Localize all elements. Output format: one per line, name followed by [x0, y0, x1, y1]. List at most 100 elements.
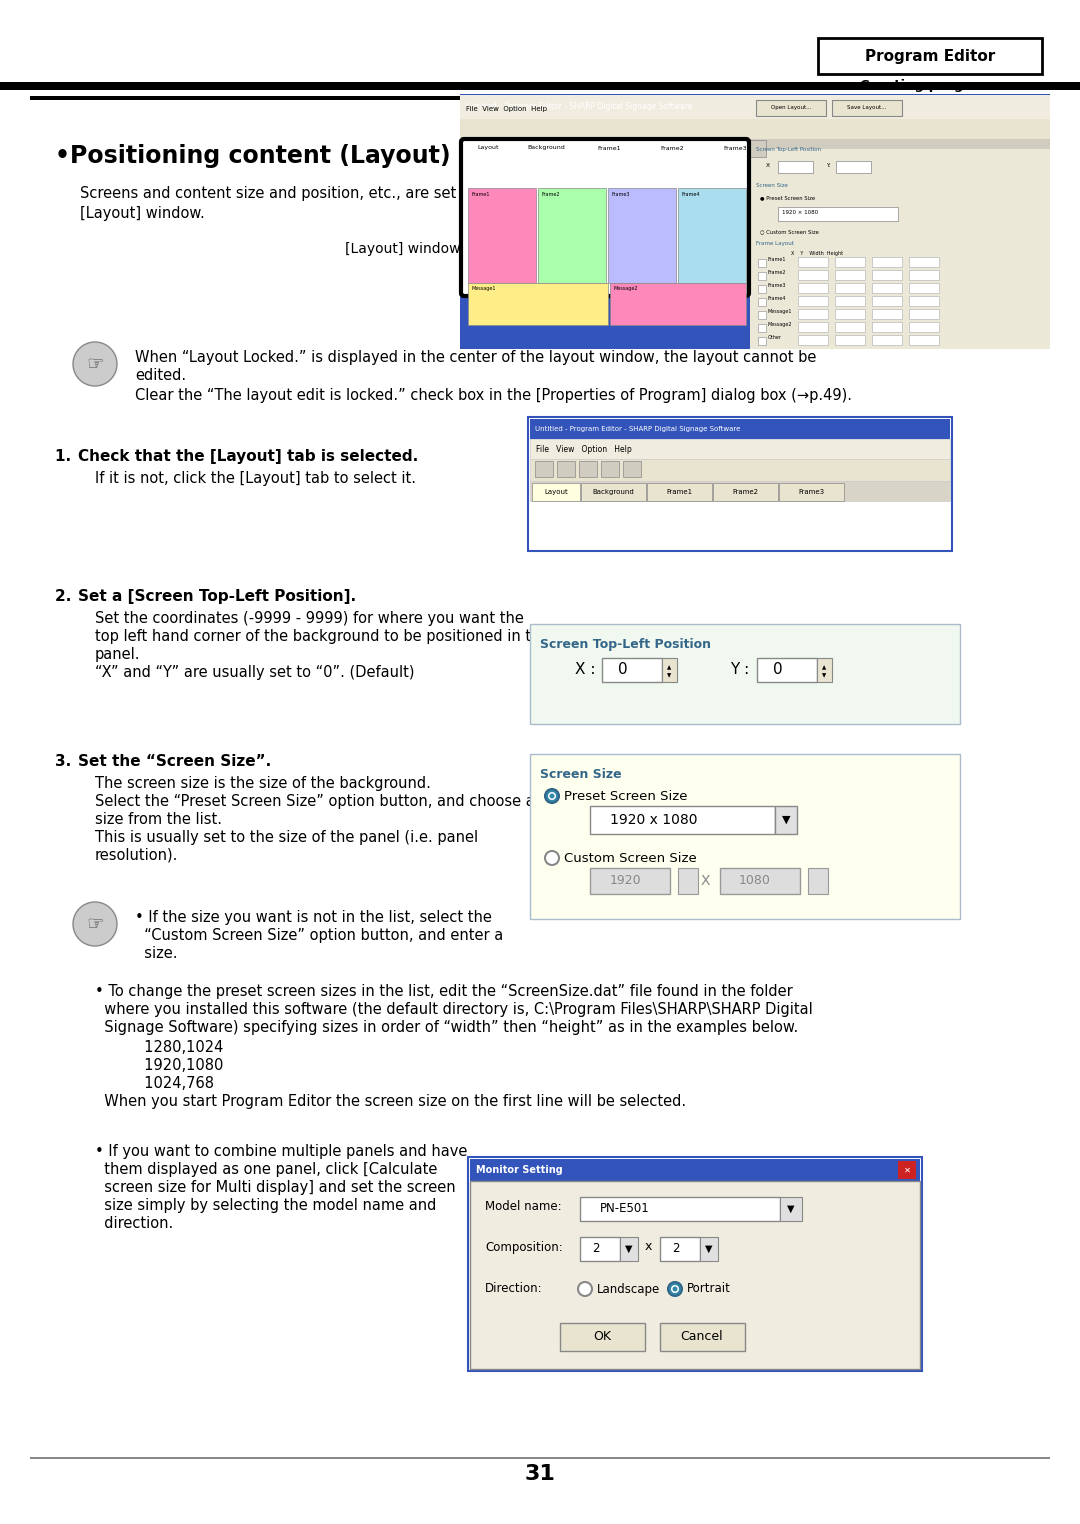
- Text: Background: Background: [527, 145, 565, 151]
- Bar: [704, 140, 766, 157]
- Bar: [532, 483, 580, 501]
- Text: Set a [Screen Top-Left Position].: Set a [Screen Top-Left Position].: [78, 588, 356, 604]
- Text: Screen Top-Left Position: Screen Top-Left Position: [540, 639, 711, 651]
- Bar: [780, 1196, 802, 1221]
- Bar: [872, 322, 902, 332]
- Bar: [758, 337, 766, 344]
- Text: Frame2: Frame2: [541, 192, 559, 197]
- Bar: [758, 299, 766, 306]
- Text: Frame1: Frame1: [768, 258, 786, 262]
- Bar: [835, 309, 865, 319]
- Text: ☞: ☞: [86, 914, 104, 934]
- Bar: [602, 658, 662, 683]
- Text: ☞: ☞: [86, 355, 104, 373]
- Text: OK: OK: [593, 1330, 611, 1344]
- Bar: [798, 322, 828, 332]
- Text: Screen Size: Screen Size: [540, 768, 622, 780]
- Bar: [468, 1157, 922, 1372]
- Text: Custom Screen Size: Custom Screen Size: [564, 852, 697, 864]
- Text: 1920,1080: 1920,1080: [135, 1058, 224, 1073]
- Text: Direction:: Direction:: [485, 1283, 542, 1295]
- Text: Screens and content size and position, etc., are set in the: Screens and content size and position, e…: [80, 186, 503, 201]
- Bar: [835, 296, 865, 306]
- Text: 1024,768: 1024,768: [135, 1076, 214, 1091]
- Bar: [460, 94, 1050, 349]
- Text: File   View   Option   Help: File View Option Help: [536, 445, 632, 454]
- Bar: [758, 325, 766, 332]
- Text: [Layout] window.: [Layout] window.: [80, 206, 205, 221]
- Text: When “Layout Locked.” is displayed in the center of the layout window, the layou: When “Layout Locked.” is displayed in th…: [135, 351, 816, 366]
- Bar: [460, 94, 1050, 119]
- Bar: [535, 460, 553, 477]
- Bar: [778, 207, 897, 221]
- Text: ▲: ▲: [666, 666, 671, 671]
- Text: X :: X :: [575, 663, 595, 678]
- Bar: [578, 140, 640, 157]
- Text: Frame1: Frame1: [471, 192, 489, 197]
- Bar: [909, 258, 939, 267]
- Text: Check that the [Layout] tab is selected.: Check that the [Layout] tab is selected.: [78, 450, 418, 463]
- Bar: [798, 309, 828, 319]
- Text: Message2: Message2: [613, 287, 637, 291]
- Bar: [897, 1161, 916, 1180]
- FancyBboxPatch shape: [530, 754, 960, 919]
- Text: ○ Custom Screen Size: ○ Custom Screen Size: [760, 229, 819, 235]
- Text: X:: X:: [766, 163, 771, 168]
- Bar: [835, 270, 865, 280]
- Bar: [590, 869, 670, 895]
- Bar: [462, 140, 514, 157]
- Bar: [909, 309, 939, 319]
- Bar: [678, 869, 698, 895]
- Bar: [460, 139, 1050, 157]
- Bar: [832, 101, 902, 116]
- Bar: [798, 296, 828, 306]
- Bar: [468, 187, 536, 283]
- Text: 0: 0: [618, 663, 627, 678]
- Text: screen size for Multi display] and set the screen: screen size for Multi display] and set t…: [95, 1180, 456, 1195]
- Text: Select the “Preset Screen Size” option button, and choose a: Select the “Preset Screen Size” option b…: [95, 794, 535, 809]
- Bar: [561, 1323, 645, 1350]
- Bar: [530, 439, 950, 459]
- Text: “X” and “Y” are usually set to “0”. (Default): “X” and “Y” are usually set to “0”. (Def…: [95, 664, 415, 680]
- Text: Untitled - Program Editor - SHARP Digital Signage Software: Untitled - Program Editor - SHARP Digita…: [535, 427, 741, 431]
- Bar: [610, 283, 746, 325]
- Text: size simply by selecting the model name and: size simply by selecting the model name …: [95, 1198, 436, 1213]
- Text: 1.: 1.: [55, 450, 82, 463]
- Text: 1920: 1920: [609, 875, 640, 887]
- Text: Frame3: Frame3: [768, 283, 786, 288]
- Text: size.: size.: [135, 946, 177, 962]
- Text: 2: 2: [592, 1242, 599, 1256]
- Text: Frame3: Frame3: [798, 489, 824, 495]
- Bar: [0, 82, 1080, 90]
- Text: Frame2: Frame2: [660, 145, 684, 151]
- Bar: [579, 460, 597, 477]
- Bar: [30, 1457, 1050, 1458]
- Text: ▼: ▼: [782, 815, 791, 824]
- Text: Frame1: Frame1: [666, 489, 692, 495]
- Circle shape: [550, 794, 554, 799]
- Bar: [872, 283, 902, 293]
- Text: ● Preset Screen Size: ● Preset Screen Size: [760, 195, 815, 200]
- Text: Program Editor: Program Editor: [865, 49, 995, 64]
- Circle shape: [545, 789, 559, 803]
- Bar: [909, 322, 939, 332]
- Bar: [700, 1237, 718, 1260]
- Text: The screen size is the size of the background.: The screen size is the size of the backg…: [95, 776, 431, 791]
- FancyBboxPatch shape: [818, 38, 1042, 75]
- Text: 2: 2: [672, 1242, 679, 1256]
- Bar: [557, 460, 575, 477]
- Bar: [758, 311, 766, 319]
- Bar: [460, 119, 1050, 142]
- Text: edited.: edited.: [135, 367, 186, 383]
- Bar: [909, 283, 939, 293]
- Text: [Layout] window: [Layout] window: [345, 242, 460, 256]
- Text: 1920 x 1080: 1920 x 1080: [610, 812, 698, 828]
- Text: Screen Size: Screen Size: [756, 183, 788, 187]
- Bar: [835, 258, 865, 267]
- Bar: [808, 869, 828, 895]
- Text: 1920 × 1080: 1920 × 1080: [782, 210, 819, 215]
- Text: X    Y    Width  Height: X Y Width Height: [791, 251, 843, 256]
- Text: Layout: Layout: [477, 145, 499, 151]
- Bar: [816, 658, 832, 683]
- Bar: [528, 418, 951, 552]
